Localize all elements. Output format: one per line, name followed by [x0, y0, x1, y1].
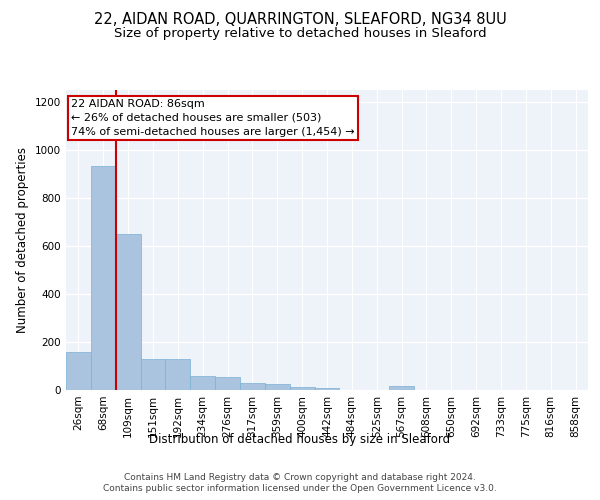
Text: 22 AIDAN ROAD: 86sqm
← 26% of detached houses are smaller (503)
74% of semi-deta: 22 AIDAN ROAD: 86sqm ← 26% of detached h… [71, 99, 355, 137]
Bar [190, 376, 215, 390]
Text: Contains public sector information licensed under the Open Government Licence v3: Contains public sector information licen… [103, 484, 497, 493]
Text: Size of property relative to detached houses in Sleaford: Size of property relative to detached ho… [113, 28, 487, 40]
Text: Distribution of detached houses by size in Sleaford: Distribution of detached houses by size … [149, 432, 451, 446]
Bar [215, 377, 240, 390]
Bar [91, 166, 116, 390]
Bar [389, 386, 414, 390]
Bar [290, 387, 314, 390]
Bar [240, 383, 265, 390]
Y-axis label: Number of detached properties: Number of detached properties [16, 147, 29, 333]
Text: Contains HM Land Registry data © Crown copyright and database right 2024.: Contains HM Land Registry data © Crown c… [124, 472, 476, 482]
Bar [140, 359, 166, 390]
Bar [116, 234, 140, 390]
Bar [314, 388, 340, 390]
Bar [166, 360, 190, 390]
Text: 22, AIDAN ROAD, QUARRINGTON, SLEAFORD, NG34 8UU: 22, AIDAN ROAD, QUARRINGTON, SLEAFORD, N… [94, 12, 506, 28]
Bar [265, 384, 290, 390]
Bar [66, 352, 91, 390]
